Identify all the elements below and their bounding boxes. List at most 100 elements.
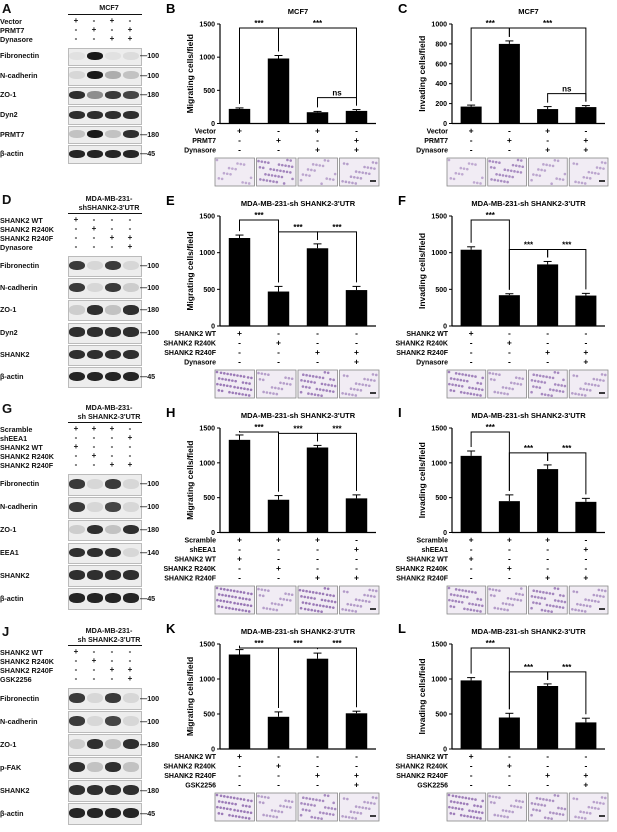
stained-cell [241,393,244,396]
y-tick-label: 0 [443,324,447,331]
stained-cell [518,799,521,803]
stained-cell [246,592,250,595]
stained-cell [449,593,453,596]
stained-cell [462,802,466,805]
stained-cell [320,394,323,398]
blot-band [105,501,121,512]
condition-symbol: - [92,33,96,43]
panel-label: I [398,405,402,420]
bar [306,658,329,749]
stained-cell [223,795,226,798]
stained-cell [548,388,552,391]
blot-band [105,51,121,60]
stained-cell [239,386,243,390]
stained-cell [267,173,271,177]
stained-cell [558,177,562,181]
stained-cell [320,598,324,602]
stained-cell [448,382,451,386]
stained-cell [582,387,586,391]
significance-bracket [317,97,357,108]
stained-cell [545,163,548,167]
stained-cell [454,171,458,175]
significance-label: *** [293,223,303,232]
stained-cell [471,386,474,390]
blot-band [87,305,103,315]
condition-symbol: + [315,770,320,780]
significance-label: *** [254,211,264,220]
stained-cell [474,810,478,814]
condition-symbol: + [315,347,320,357]
stained-cell [303,607,307,611]
stained-cell [246,376,250,379]
chart-title: MDA-MB-231-sh SHANK2-3'UTR [241,199,356,208]
blot-band [105,570,121,581]
condition-label: Scramble [184,538,216,545]
condition-symbol: - [584,338,587,348]
stained-cell [311,163,315,166]
condition-symbol: + [545,145,550,155]
stained-cell [217,812,221,815]
stained-cell [513,805,516,808]
condition-label: SHANK2 R240F [0,461,54,470]
stained-cell [333,172,337,176]
blot-band [69,785,85,795]
bar [498,295,520,326]
stained-cell [328,605,332,609]
stained-cell [369,378,373,382]
stained-cell [598,166,602,170]
stained-cell [463,814,466,818]
molecular-weight-marker: —180 [140,525,160,535]
stained-cell [538,602,542,605]
condition-symbol: + [507,535,512,545]
stained-cell [459,813,463,817]
stained-cell [282,598,286,601]
stained-cell [242,163,246,166]
blot-band [105,110,121,119]
condition-symbol: - [508,751,511,761]
panel-label: K [166,621,176,636]
condition-symbol: + [237,328,242,338]
stained-cell [301,173,305,176]
stained-cell [472,181,476,184]
bar [460,106,482,124]
stained-cell [521,593,525,597]
blot-row: β-actin —45 [0,802,160,825]
blot-band [87,71,103,80]
stained-cell [456,801,459,804]
stained-cell [459,390,463,394]
stained-cell [491,588,495,591]
stained-cell [225,384,229,388]
stained-cell [243,603,246,607]
stained-cell [509,597,513,601]
bar [498,717,520,749]
stained-cell [327,383,330,387]
stained-cell [322,388,325,392]
bar [267,58,290,124]
stained-cell [305,373,308,377]
blot-row: N-cadherin —100 [0,710,160,733]
condition-label: GSK2256 [417,783,448,790]
condition-symbol: - [238,770,241,780]
stained-cell [471,602,474,606]
y-tick-label: 600 [435,61,447,68]
chart-title: MDA-MB-231-sh SHANK2-3'UTR [471,199,586,208]
condition-symbol: + [583,347,588,357]
stained-cell [530,606,533,610]
stained-cell [460,600,464,604]
condition-label: shEEA1 [422,547,449,554]
stained-cell [222,171,226,175]
blot-band [123,739,139,749]
stained-cell [289,383,292,386]
y-tick-label: 400 [435,81,447,88]
condition-label: SHANK2 R240F [164,773,216,780]
condition-symbol: - [110,24,114,34]
stained-cell [580,609,584,613]
blot-strip [68,474,142,496]
condition-symbol: - [92,647,96,656]
condition-symbol: + [315,126,320,136]
stained-cell [498,373,501,376]
condition-symbol: + [545,535,550,545]
condition-row: Vector + - + - [0,16,160,26]
stained-cell [503,392,506,395]
condition-symbol: + [315,573,320,583]
